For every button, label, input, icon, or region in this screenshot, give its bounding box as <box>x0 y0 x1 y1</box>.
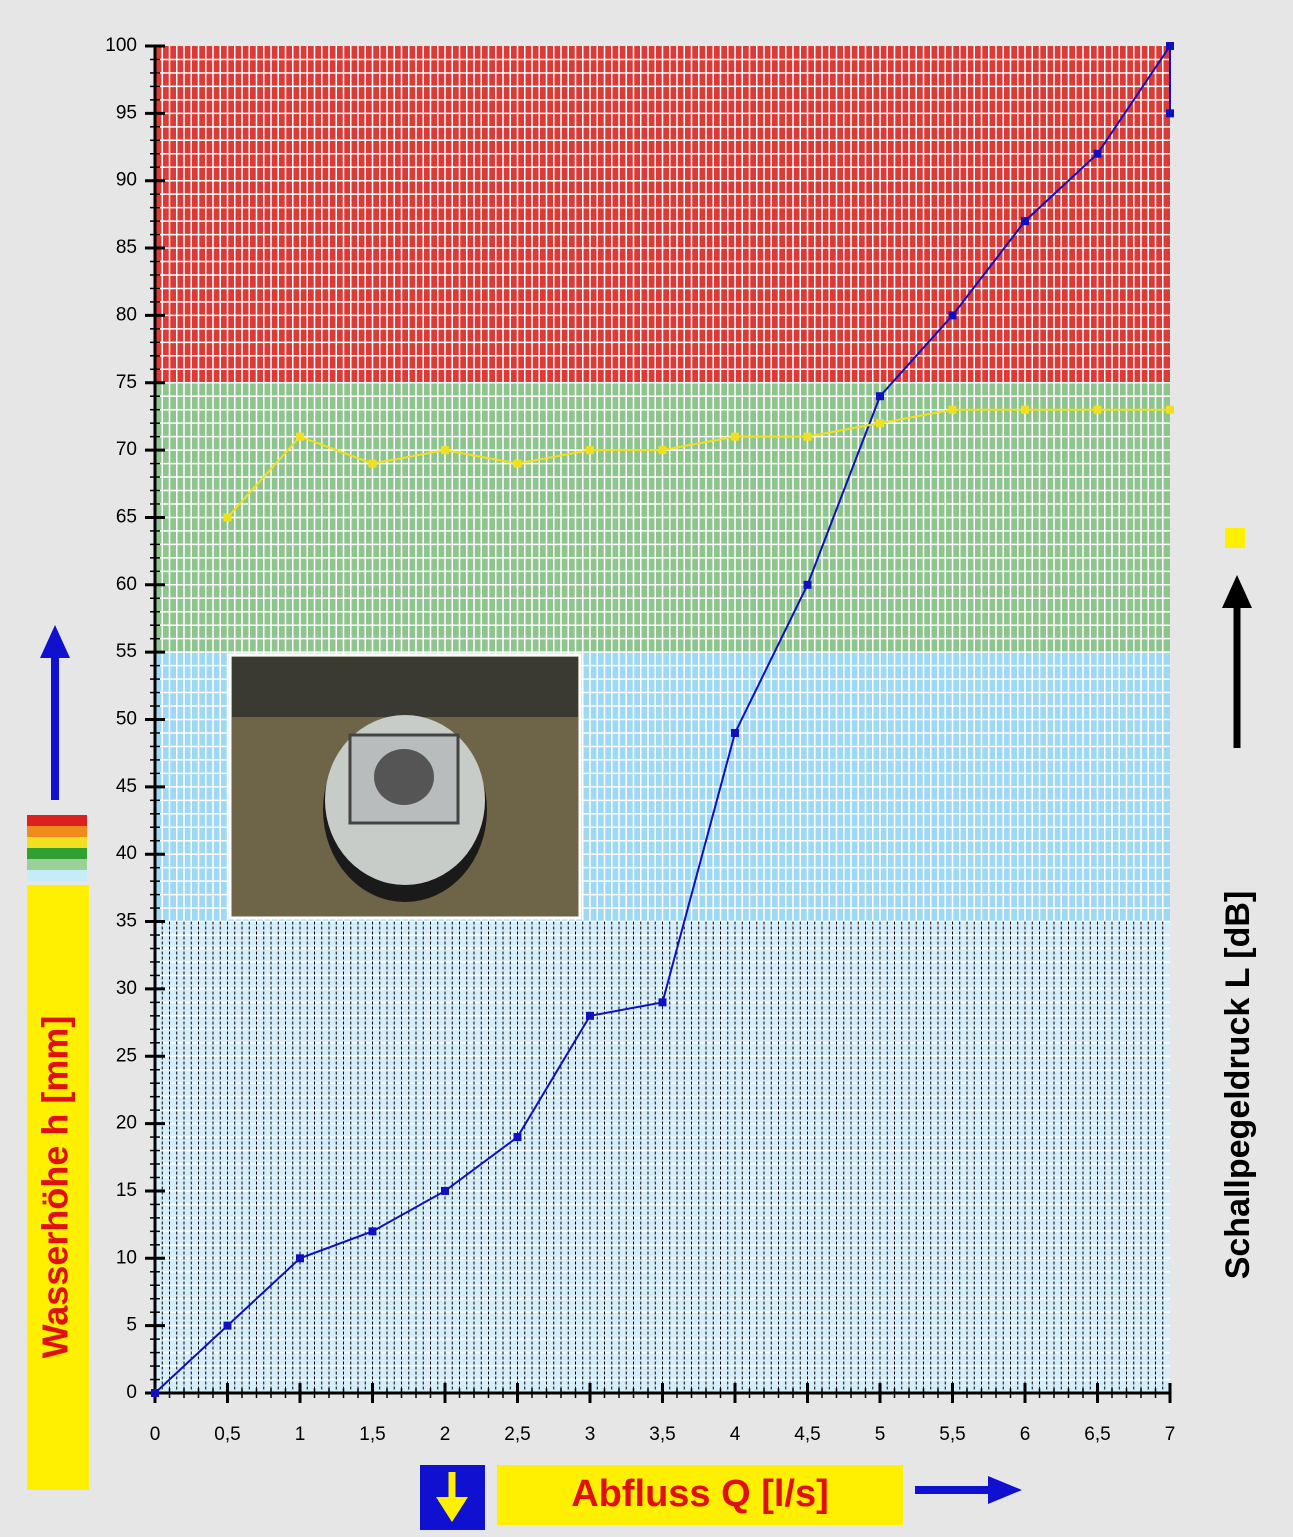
x-tick-label: 2,5 <box>504 1424 530 1445</box>
x-tick-label: 4,5 <box>794 1424 820 1445</box>
data-point <box>804 581 812 589</box>
data-point <box>296 1254 304 1262</box>
data-point <box>1094 406 1102 414</box>
y2-marker <box>1225 528 1245 548</box>
y-tick-label: 90 <box>116 170 137 191</box>
y-tick-label: 70 <box>116 439 137 460</box>
data-point <box>1166 42 1174 50</box>
color-strip <box>27 815 87 881</box>
x-tick-label: 6,5 <box>1084 1424 1110 1445</box>
y-tick-label: 100 <box>105 35 137 56</box>
data-point <box>369 460 377 468</box>
photo <box>230 655 580 918</box>
y2-axis-title: Schallpegeldruck L [dB] <box>1219 891 1257 1280</box>
data-point <box>586 1012 594 1020</box>
y-tick-label: 5 <box>126 1315 137 1336</box>
data-point <box>586 446 594 454</box>
x-axis-title: Abfluss Q [l/s] <box>571 1473 829 1515</box>
data-point <box>369 1227 377 1235</box>
y-tick-label: 10 <box>116 1247 137 1268</box>
data-point <box>224 1322 232 1330</box>
x-tick-label: 1,5 <box>359 1424 385 1445</box>
data-point <box>876 419 884 427</box>
data-point <box>949 311 957 319</box>
data-point <box>514 460 522 468</box>
y-tick-label: 40 <box>116 843 137 864</box>
y-axis-title: Wasserhöhe h [mm] <box>35 1016 76 1359</box>
data-point <box>441 1187 449 1195</box>
arrow-right-blue <box>915 1476 1022 1504</box>
x-tick-label: 5 <box>875 1424 886 1445</box>
x-tick-label: 3 <box>585 1424 596 1445</box>
y-tick-label: 45 <box>116 776 137 797</box>
arrow-up-blue <box>40 625 70 800</box>
x-tick-label: 0 <box>150 1424 161 1445</box>
y-tick-label: 60 <box>116 574 137 595</box>
x-tick-label: 5,5 <box>939 1424 965 1445</box>
y-tick-label: 25 <box>116 1045 137 1066</box>
x-tick-label: 4 <box>730 1424 741 1445</box>
x-tick-label: 2 <box>440 1424 451 1445</box>
y-tick-label: 55 <box>116 641 137 662</box>
data-point <box>876 392 884 400</box>
data-point <box>731 433 739 441</box>
data-point <box>1021 406 1029 414</box>
page: {"chart_data": {"type": "line", "y_title… <box>0 0 1293 1537</box>
y-tick-label: 15 <box>116 1180 137 1201</box>
data-point <box>659 998 667 1006</box>
x-tick-label: 7 <box>1165 1424 1176 1445</box>
data-point <box>151 1389 159 1397</box>
y-tick-label: 35 <box>116 911 137 932</box>
data-point <box>804 433 812 441</box>
data-point <box>659 446 667 454</box>
data-point <box>1021 217 1029 225</box>
data-point <box>514 1133 522 1141</box>
y-tick-label: 20 <box>116 1113 137 1134</box>
y-tick-label: 80 <box>116 304 137 325</box>
data-point <box>224 513 232 521</box>
x-tick-label: 6 <box>1020 1424 1031 1445</box>
data-point <box>731 729 739 737</box>
x-tick-label: 0,5 <box>214 1424 240 1445</box>
x-tick-label: 1 <box>295 1424 306 1445</box>
y-tick-label: 50 <box>116 709 137 730</box>
chart: 0510152025303540455055606570758085909510… <box>0 0 1293 1537</box>
data-point <box>1166 406 1174 414</box>
y-tick-label: 65 <box>116 506 137 527</box>
arrow-up-black <box>1222 575 1252 748</box>
y-tick-label: 75 <box>116 372 137 393</box>
data-point <box>949 406 957 414</box>
data-point <box>1166 109 1174 117</box>
y-tick-label: 30 <box>116 978 137 999</box>
data-point <box>441 446 449 454</box>
data-point <box>1094 150 1102 158</box>
x-tick-label: 3,5 <box>649 1424 675 1445</box>
y-tick-label: 95 <box>116 102 137 123</box>
y-tick-label: 85 <box>116 237 137 258</box>
y-tick-label: 0 <box>126 1382 137 1403</box>
data-point <box>296 433 304 441</box>
